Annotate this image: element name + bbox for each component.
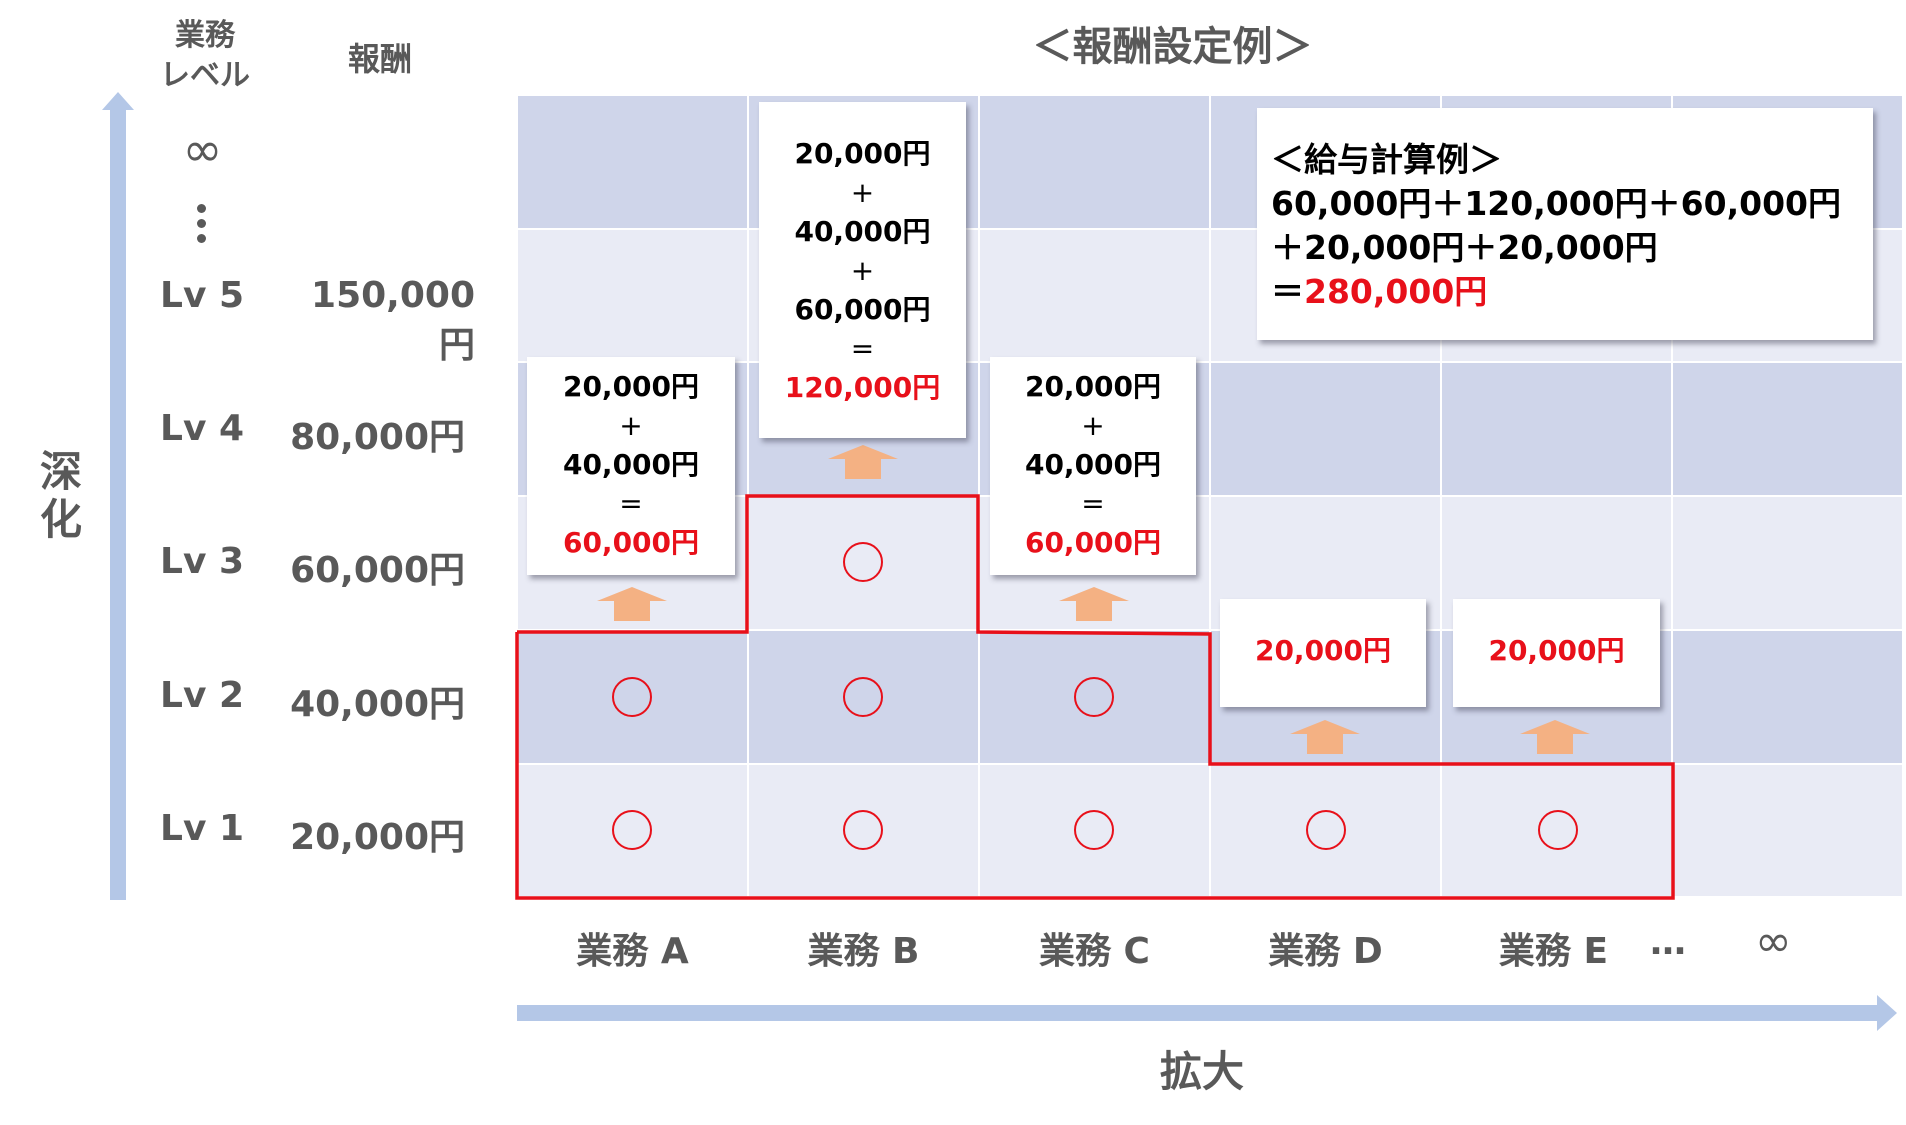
calc-b-line3: 60,000円 [794,293,931,326]
level-label-5: Lv 5 [160,275,244,316]
grid-cell [517,229,748,362]
calc-d-result: 20,000円 [1254,634,1392,667]
calc-box-d: 20,000円 [1220,599,1426,707]
pay-label-4: 80,000円 [290,417,465,458]
pay-label-1: 20,000円 [290,817,465,858]
salary-example-total-line: ＝280,000円 [1271,270,1873,314]
grid-cell [517,95,748,229]
calc-c-line2: 40,000円 [1024,448,1162,481]
salary-example-equals: ＝ [1271,272,1304,311]
task-label-e: 業務 E [1498,931,1609,972]
up-arrow-icon-a [597,587,667,621]
task-infinity: ∞ [1755,916,1792,967]
up-arrow-icon-e [1520,720,1590,754]
mark-e-lv1 [1538,810,1578,850]
salary-example-line1: 60,000円＋120,000円＋60,000円 [1271,184,1841,223]
grid-cell [1210,362,1441,496]
mark-a-lv1 [612,810,652,850]
vertical-axis-label: 深 化 [36,448,86,544]
task-label-d: 業務 D [1268,931,1383,972]
horizontal-axis-label: 拡大 [1160,1047,1245,1096]
salary-example-total: 280,000円 [1304,272,1488,311]
salary-example-title: ＜給与計算例＞ [1271,140,1502,179]
task-label-a: 業務 A [576,931,689,972]
level-label-4: Lv 4 [160,408,244,449]
mark-d-lv1 [1306,810,1346,850]
calc-c-line1: 20,000円 [1024,370,1162,403]
grid-cell [1672,496,1903,630]
calc-box-a: 20,000円 + 40,000円 = 60,000円 [527,357,735,575]
pay-label-5: 150,000円 [311,275,475,366]
calc-c-plus: + [1081,409,1105,442]
up-arrow-icon-c [1059,587,1129,621]
calc-b-line2: 40,000円 [794,215,931,248]
level-infinity: ∞ [182,122,223,178]
salary-example-line2: ＋20,000円＋20,000円 [1271,228,1658,267]
up-arrow-icon-b [828,445,898,479]
calc-box-b: 20,000円 + 40,000円 + 60,000円 = 120,000円 [759,102,966,438]
level-header-line2: レベル [160,58,250,93]
level-header-line1: 業務 [175,18,235,53]
calc-b-equals: = [850,332,875,365]
level-label-1: Lv 1 [160,808,244,849]
grid-cell [1672,630,1903,764]
grid-cell [1672,362,1903,496]
level-label-2: Lv 2 [160,675,244,716]
calc-b-plus2: + [850,254,875,287]
diagram-title: ＜報酬設定例＞ [1032,24,1313,70]
pay-column-header: 報酬 [347,40,412,78]
calc-box-e: 20,000円 [1453,599,1660,707]
mark-b-lv2 [843,677,883,717]
up-arrow-icon-d [1290,720,1360,754]
vertical-axis-arrow-icon [102,92,134,900]
calc-a-equals: = [619,487,643,520]
level-label-3: Lv 3 [160,541,244,582]
calc-c-result: 60,000円 [1024,526,1162,559]
salary-example-box: ＜給与計算例＞ 60,000円＋120,000円＋60,000円 ＋20,000… [1257,108,1873,340]
task-label-c: 業務 C [1039,931,1150,972]
grid-cell [979,95,1210,229]
pay-label-3: 60,000円 [290,550,465,591]
mark-a-lv2 [612,677,652,717]
grid-cell [979,229,1210,362]
vertical-axis-char2: 化 [39,495,82,544]
mark-c-lv2 [1074,677,1114,717]
grid-cell [1672,764,1903,897]
pay-label-2: 40,000円 [290,684,465,725]
mark-c-lv1 [1074,810,1114,850]
calc-b-result: 120,000円 [784,371,941,404]
mark-b-lv3 [843,542,883,582]
task-ellipsis: … [1650,922,1686,963]
level-column-header: 業務 レベル [145,16,265,96]
mark-b-lv1 [843,810,883,850]
calc-a-plus: + [619,409,643,442]
calc-a-line2: 40,000円 [562,448,700,481]
calc-b-plus1: + [850,176,875,209]
level-ellipsis-icon [197,204,207,244]
calc-b-line1: 20,000円 [794,137,931,170]
task-label-b: 業務 B [807,931,920,972]
calc-box-c: 20,000円 + 40,000円 = 60,000円 [990,357,1196,575]
vertical-axis-char1: 深 [39,447,82,496]
calc-c-equals: = [1081,487,1105,520]
calc-a-line1: 20,000円 [562,370,700,403]
calc-a-result: 60,000円 [562,526,700,559]
calc-e-result: 20,000円 [1488,634,1625,667]
grid-cell [1441,362,1672,496]
horizontal-axis-arrow-icon [517,995,1897,1031]
